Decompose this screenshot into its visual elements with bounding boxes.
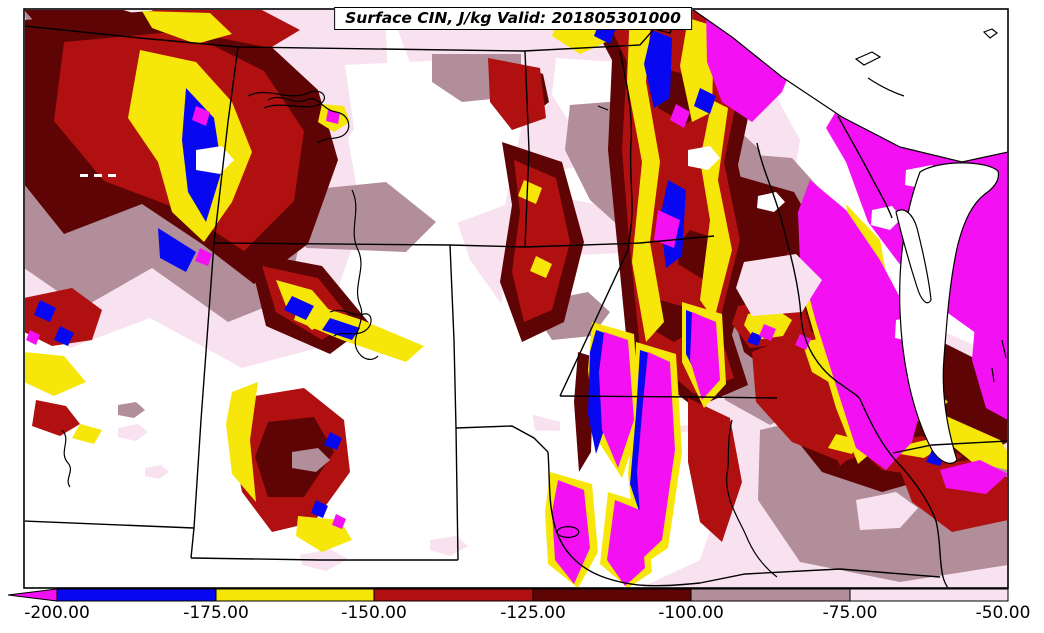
islands-icon [982,28,998,39]
colorbar-under-arrow [7,588,58,602]
colorbar-segment-yellow [215,588,375,602]
lake-michigan [899,162,1000,464]
lakes [692,10,1007,464]
colorbar-tick-label: -200.00 [24,603,90,623]
colorbar-segment-pink [849,588,1009,602]
colorbar-tick-label: -50.00 [975,603,1031,623]
contour-fills [25,10,1007,587]
colorbar-tick-label: -125.00 [500,603,566,623]
plot-title: Surface CIN, J/kg Valid: 201805301000 [334,7,692,30]
colorbar [7,588,1009,602]
colorbar-tick-label: -175.00 [183,603,249,623]
colorbar-segment-blue [56,588,217,602]
green-bay [895,209,932,304]
colorbar-tick-label: -150.00 [341,603,407,623]
isle-royale-icon [854,51,882,66]
colorbar-segment-red [373,588,534,602]
lake-superior [692,10,1007,163]
colorbar-segment-mauve [690,588,851,602]
colorbar-segment-maroon [532,588,692,602]
colorbar-tick-label: -100.00 [658,603,724,623]
colorbar-tick-label: -75.00 [822,603,878,623]
rivers [61,77,1007,578]
